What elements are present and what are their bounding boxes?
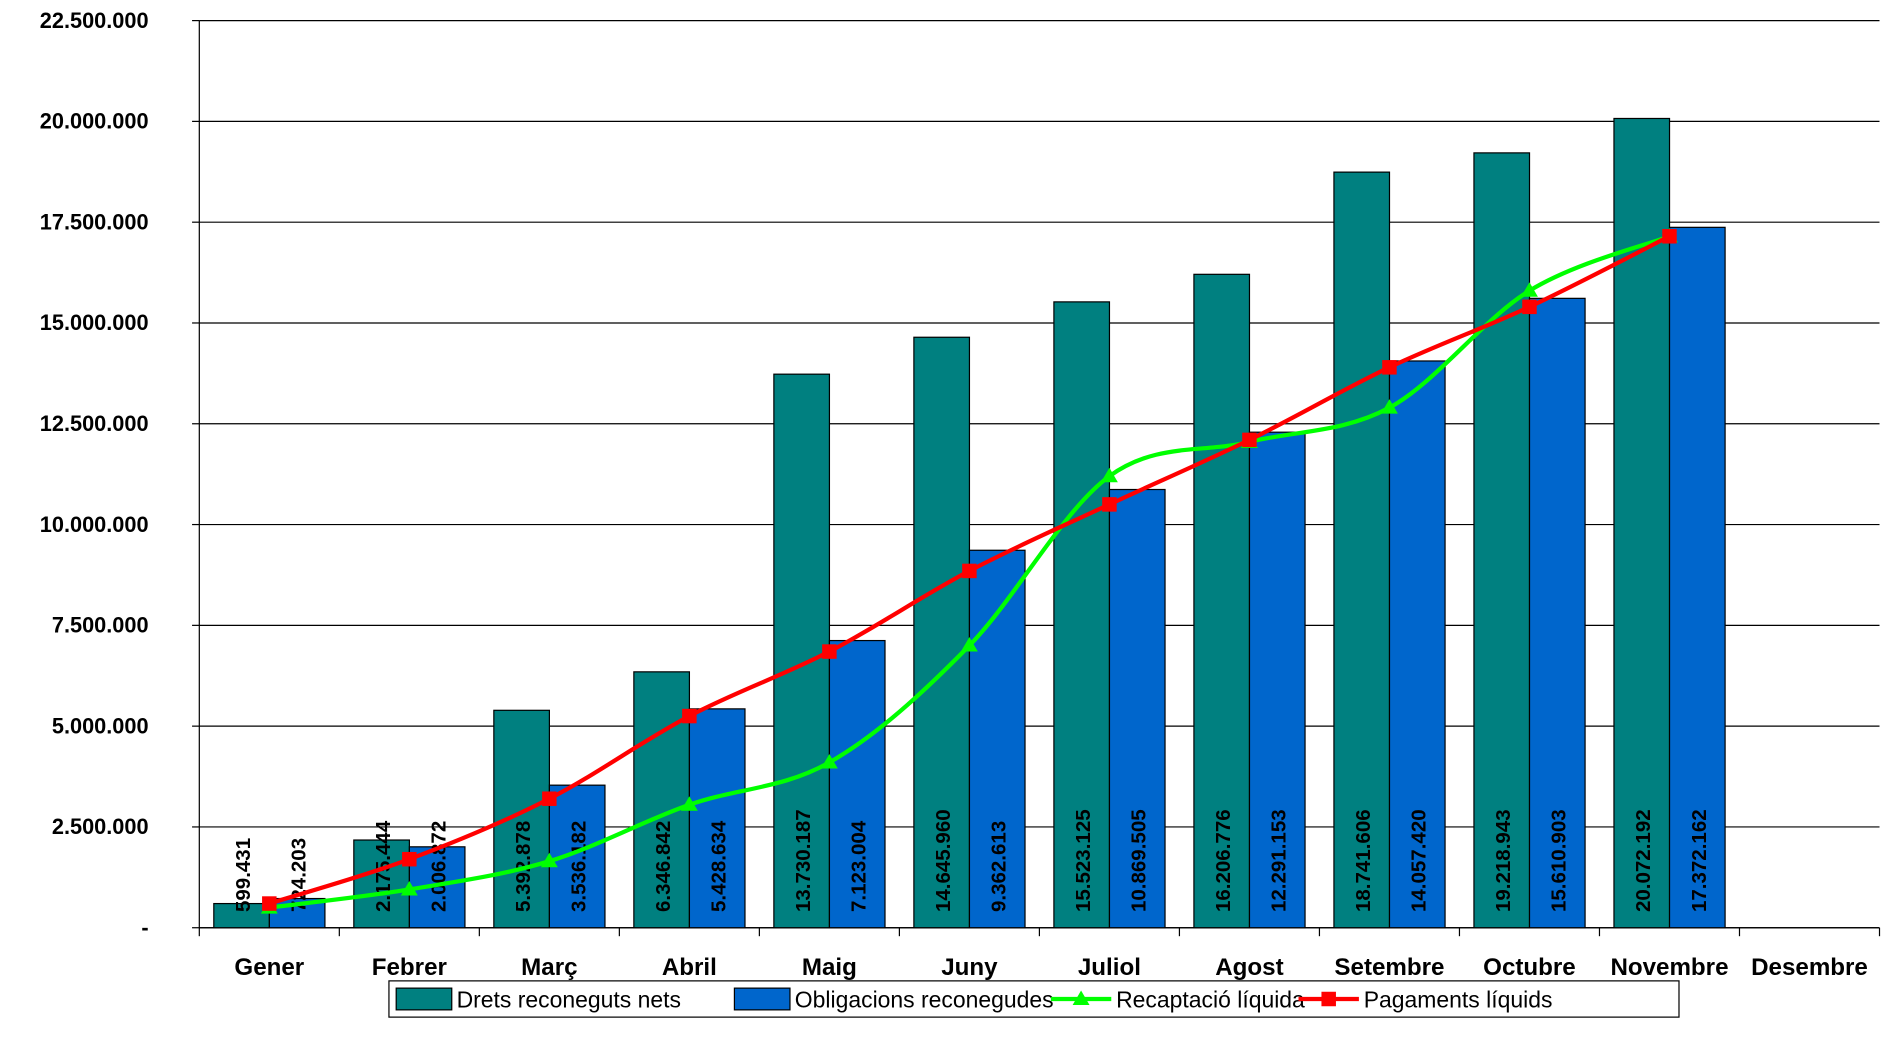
marker: [542, 791, 557, 806]
data-label: 20.072.192: [1632, 809, 1655, 912]
bar: [1528, 297, 1586, 929]
legend-swatch: [733, 987, 791, 1011]
marker: [402, 851, 417, 867]
y-tick-label: 17.500.000: [40, 209, 149, 234]
marker: [820, 753, 838, 769]
data-label: 16.206.776: [1212, 809, 1235, 912]
data-label: 14.057.420: [1408, 809, 1431, 912]
data-label: 5.428.634: [708, 820, 731, 912]
bar: [773, 373, 831, 929]
x-tick-label: Gener: [234, 954, 304, 981]
x-tick-label: Novembre: [1610, 954, 1728, 981]
data-label: 12.291.153: [1268, 809, 1291, 912]
legend-label: Drets reconeguts nets: [457, 986, 681, 1012]
bar: [1248, 431, 1306, 929]
bar: [1108, 488, 1166, 929]
x-tick-label: Octubre: [1483, 954, 1576, 981]
bar: [1333, 171, 1391, 929]
data-label: 17.372.162: [1688, 809, 1711, 912]
x-tick-label: Juny: [941, 954, 998, 981]
data-label: 10.869.505: [1128, 809, 1151, 912]
bar: [353, 839, 410, 929]
legend-marker: [1321, 991, 1336, 1007]
marker: [960, 637, 978, 652]
marker: [822, 644, 837, 659]
y-tick-label: 10.000.000: [40, 512, 149, 537]
marker: [1100, 467, 1118, 483]
legend: Drets reconeguts nets Obligacions reconeg…: [388, 980, 1680, 1018]
legend-box: [388, 980, 1680, 1018]
marker: [1102, 497, 1117, 512]
data-label: 13.730.187: [792, 809, 815, 912]
marker: [1380, 399, 1398, 414]
line: [269, 234, 1671, 910]
marker: [1522, 299, 1537, 315]
marker: [680, 796, 698, 811]
bar: [633, 671, 691, 929]
bar: [828, 639, 886, 929]
data-label: 724.203: [288, 838, 311, 912]
marker: [1521, 282, 1538, 297]
legend-swatch: [395, 987, 453, 1011]
bar: [688, 708, 746, 929]
marker: [262, 896, 277, 911]
bar: [1053, 301, 1111, 929]
data-label: 9.362.613: [988, 821, 1011, 912]
y-tick-label: 2.500.000: [52, 814, 149, 839]
x-tick-label: Abril: [662, 954, 717, 981]
data-label: 18.741.606: [1352, 809, 1375, 912]
bar: [1193, 273, 1251, 929]
x-tick-label: Maig: [802, 954, 857, 981]
x-tick-label: Març: [521, 954, 577, 981]
y-tick-label: 7.500.000: [52, 613, 149, 638]
data-label: 19.218.943: [1492, 809, 1515, 912]
legend-label: Recaptació líquida: [1116, 986, 1305, 1012]
data-label: 15.610.903: [1548, 809, 1571, 912]
y-tick-label: -: [141, 915, 148, 940]
x-tick-label: Desembre: [1751, 954, 1868, 981]
data-label: 2.006.872: [428, 821, 451, 912]
marker: [400, 880, 418, 896]
data-label: 15.523.125: [1072, 809, 1095, 912]
data-label: 599.431: [232, 838, 255, 912]
y-tick-label: 5.000.000: [52, 713, 149, 738]
data-label: 14.645.960: [932, 809, 955, 912]
marker: [1382, 360, 1397, 375]
y-tick-label: 12.500.000: [40, 411, 149, 436]
bar: [913, 336, 971, 929]
legend-label: Pagaments líquids: [1364, 986, 1553, 1012]
data-label: 6.346.842: [652, 821, 675, 912]
x-tick-label: Febrer: [372, 954, 448, 981]
x-tick-label: Juliol: [1078, 954, 1141, 981]
y-tick-label: 15.000.000: [40, 310, 149, 335]
marker: [962, 563, 977, 579]
y-tick-label: 20.000.000: [40, 109, 149, 134]
y-tick-label: 22.500.000: [40, 8, 149, 33]
x-tick-label: Agost: [1215, 954, 1283, 981]
bar: [1388, 360, 1446, 929]
marker: [1662, 229, 1677, 244]
legend-marker: [1072, 990, 1090, 1006]
data-label: 3.536.182: [568, 821, 591, 912]
marker: [1242, 432, 1257, 448]
bar: [1668, 226, 1726, 929]
marker: [540, 852, 558, 868]
legend-label: Obligacions reconegudes: [795, 986, 1054, 1012]
marker: [682, 708, 697, 724]
bar: [1473, 152, 1531, 929]
data-label: 7.123.004: [848, 820, 871, 912]
x-tick-label: Setembre: [1334, 954, 1444, 981]
bar: [213, 902, 270, 929]
